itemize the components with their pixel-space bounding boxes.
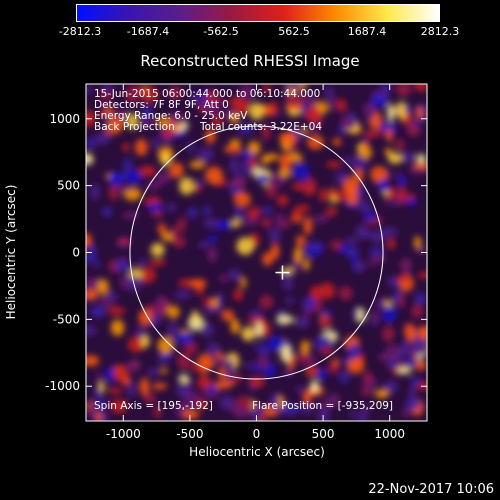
info-total-counts: Total counts: 3.22E+04 bbox=[199, 121, 322, 133]
x-axis-label: Heliocentric X (arcsec) bbox=[189, 445, 325, 459]
x-tick-label: 1000 bbox=[374, 427, 405, 441]
x-tick-label: -1000 bbox=[106, 427, 141, 441]
footer-date: 22-Nov-2017 10:06 bbox=[368, 482, 494, 497]
y-tick-label: 500 bbox=[57, 179, 80, 193]
colorbar-tick-label: -2812.3 bbox=[58, 25, 102, 38]
colorbar-tick-label: -562.5 bbox=[203, 25, 239, 38]
y-axis-label: Heliocentric Y (arcsec) bbox=[4, 185, 18, 320]
x-tick-label: 0 bbox=[253, 427, 261, 441]
info-energy-range: Energy Range: 6.0 - 25.0 keV bbox=[94, 110, 248, 122]
colorbar-tick-label: 2812.3 bbox=[420, 25, 460, 38]
info-flare-position: Flare Position = [-935,209] bbox=[252, 400, 393, 412]
x-tick-label: -500 bbox=[176, 427, 203, 441]
colorbar-tick-label: -1687.4 bbox=[126, 25, 170, 38]
info-spin-axis: Spin Axis = [195,-192] bbox=[94, 400, 213, 412]
colorbar-tick-label: 1687.4 bbox=[347, 25, 387, 38]
colorbar bbox=[76, 4, 440, 22]
colorbar-tick-label: 562.5 bbox=[278, 25, 310, 38]
axis-ticks: -1000 -500 0 500 1000 -1000 -500 0 500 1000 bbox=[45, 84, 427, 441]
info-detectors: Detectors: 7F 8F 9F, Att 0 bbox=[94, 99, 229, 111]
y-tick-label: -500 bbox=[53, 312, 80, 326]
info-method: Back Projection bbox=[94, 121, 175, 133]
x-tick-label: 500 bbox=[312, 427, 335, 441]
info-time-range: 15-Jun-2015 06:00:44.000 to 06:10:44.000 bbox=[94, 88, 320, 100]
center-cross-marker bbox=[275, 265, 290, 280]
y-tick-label: 0 bbox=[72, 246, 80, 260]
solar-limb-circle bbox=[129, 125, 384, 380]
y-tick-label: 1000 bbox=[49, 112, 80, 126]
plot-title: Reconstructed RHESSI Image bbox=[140, 52, 360, 70]
y-tick-label: -1000 bbox=[45, 379, 80, 393]
heatmap-image bbox=[86, 84, 427, 421]
